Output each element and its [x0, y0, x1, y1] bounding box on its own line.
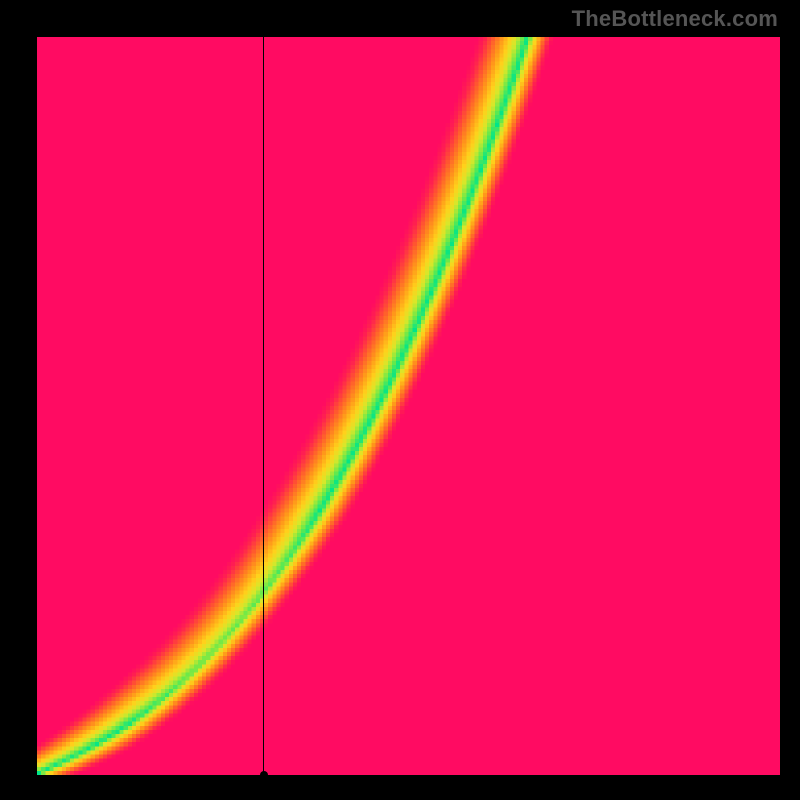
chart-container: TheBottleneck.com: [0, 0, 800, 800]
crosshair-dot: [260, 771, 268, 779]
bottleneck-heatmap: [37, 37, 780, 775]
crosshair-vertical-line: [263, 37, 264, 775]
watermark-text: TheBottleneck.com: [572, 6, 778, 32]
